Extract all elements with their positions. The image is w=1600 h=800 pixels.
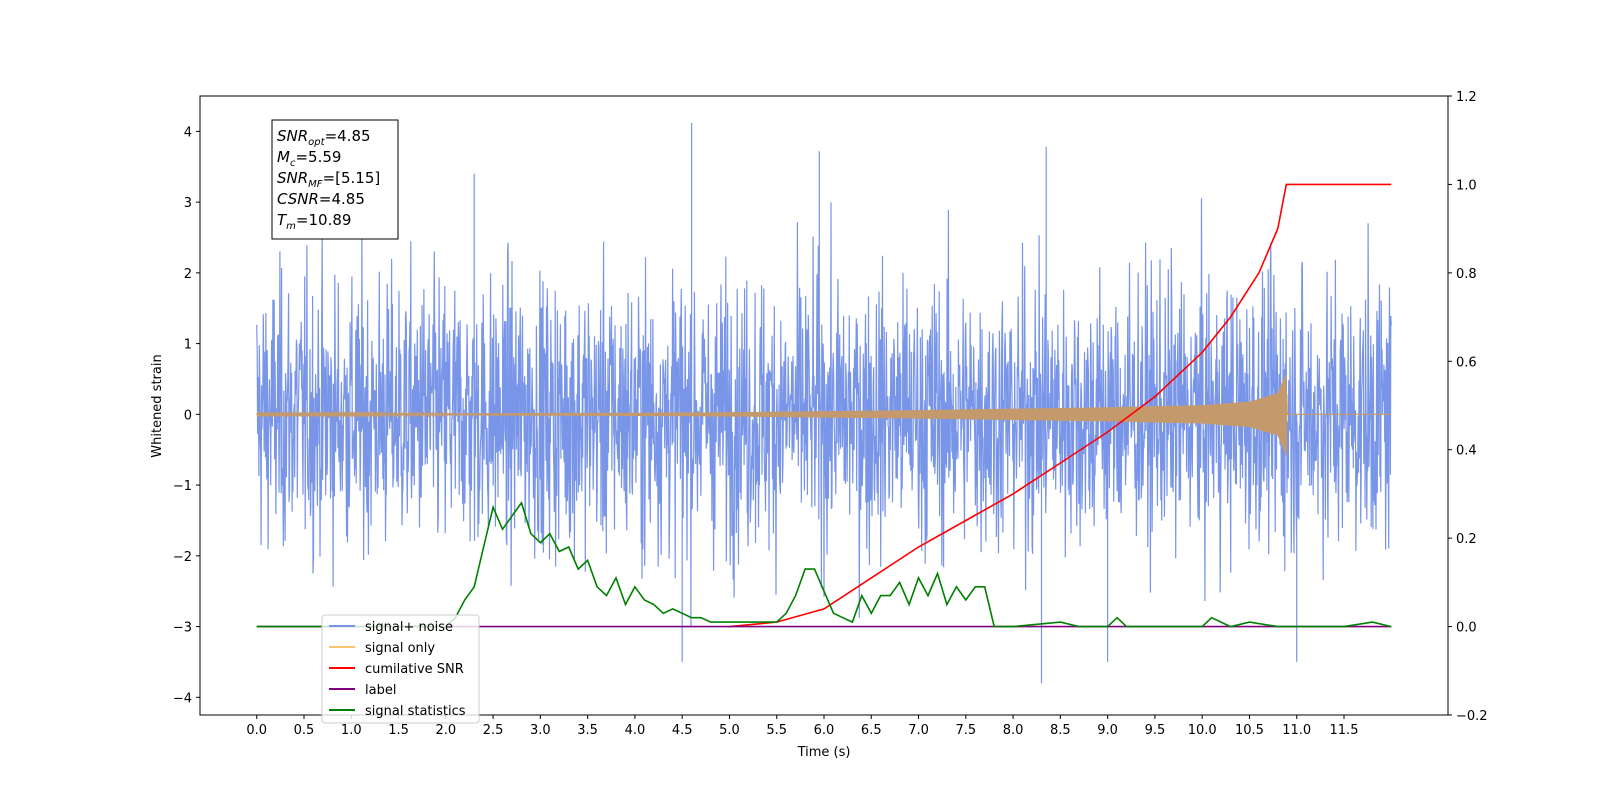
x-tick-label: 2.0 (435, 723, 456, 738)
annotation-symbol: M (277, 148, 290, 166)
x-tick-label: 8.0 (1003, 723, 1024, 738)
x-tick-label: 7.0 (908, 723, 929, 738)
x-tick-label: 1.5 (388, 723, 409, 738)
annotation-frame (271, 119, 399, 240)
y-tick-label: 0 (184, 408, 192, 423)
x-tick-label: 3.0 (530, 723, 551, 738)
y-right-tick-label: 0.6 (1456, 355, 1477, 370)
annotation-value: =4.85 (319, 190, 365, 208)
y-axis-label: Whitened strain (150, 354, 165, 457)
x-tick-label: 4.5 (672, 723, 693, 738)
y-right-tick-label: 1.0 (1456, 178, 1477, 193)
series-layer (256, 122, 1392, 684)
x-tick-label: 9.0 (1097, 723, 1118, 738)
legend-label: label (365, 683, 396, 698)
annotation-subscript: opt (308, 137, 325, 148)
y-tick-label: −1 (173, 479, 192, 494)
x-tick-label: 0.0 (246, 723, 267, 738)
annotation-subscript: c (290, 158, 296, 169)
y-tick-label: −4 (173, 691, 192, 706)
y-tick-label: 4 (184, 125, 192, 140)
y-tick-label: −2 (173, 550, 192, 565)
y-axis-right: 1.2 1.0 0.8 0.6 0.4 0.2 0.0 −0.2 (1448, 90, 1488, 724)
x-tick-label: 3.5 (577, 723, 598, 738)
stats-annotation-box: SNRopt=4.85Mc=5.59SNRMF=[5.15]CSNR=4.85T… (271, 119, 399, 240)
legend-label: signal statistics (365, 704, 466, 719)
x-tick-label: 7.5 (955, 723, 976, 738)
y-right-tick-label: 0.0 (1456, 621, 1477, 636)
series-signal-only-line (256, 374, 1392, 456)
x-tick-label: 4.0 (625, 723, 646, 738)
annotation-symbol: SNR (277, 169, 308, 187)
series-signal-statistics-line (256, 501, 1392, 628)
y-right-tick-label: 0.2 (1456, 532, 1477, 547)
x-axis: 0.0 0.5 1.0 1.5 2.0 2.5 3.0 3.5 4.0 4.5 5.0 5.5 6.0 6… (246, 715, 1358, 738)
y-right-tick-label: 1.2 (1456, 90, 1477, 105)
legend-frame (321, 614, 480, 724)
y-tick-label: 1 (184, 338, 192, 353)
x-tick-label: 5.5 (766, 723, 787, 738)
y-tick-label: 2 (184, 267, 192, 282)
annotation-line: Tm=10.89 (277, 211, 351, 232)
x-tick-label: 8.5 (1050, 723, 1071, 738)
annotation-subscript: MF (308, 179, 323, 190)
legend-label: signal+ noise (365, 620, 453, 635)
y-tick-label: 3 (184, 196, 192, 211)
y-right-tick-label: −0.2 (1456, 709, 1488, 724)
legend-label: cumilative SNR (365, 662, 464, 677)
x-tick-label: 2.5 (483, 723, 504, 738)
x-tick-label: 11.5 (1330, 723, 1359, 738)
annotation-symbol: CSNR (277, 190, 319, 208)
y-right-tick-label: 0.8 (1456, 267, 1477, 282)
annotation-subscript: m (286, 221, 296, 232)
x-tick-label: 10.5 (1235, 723, 1264, 738)
x-tick-label: 6.5 (861, 723, 882, 738)
x-tick-label: 0.5 (294, 723, 315, 738)
series-signal-noise-line (256, 122, 1392, 684)
legend-label: signal only (365, 641, 435, 656)
annotation-value: =10.89 (296, 211, 352, 229)
x-tick-label: 5.0 (719, 723, 740, 738)
annotation-value: =5.59 (295, 148, 341, 166)
annotation-symbol: T (277, 211, 288, 229)
x-tick-label: 6.0 (814, 723, 835, 738)
x-axis-label: Time (s) (797, 745, 851, 760)
x-tick-label: 10.0 (1188, 723, 1217, 738)
annotation-line: SNRopt=4.85 (277, 127, 371, 148)
annotation-symbol: SNR (277, 127, 308, 145)
y-axis-left: 4 3 2 1 0 −1 −2 −3 −4 (173, 125, 200, 706)
x-tick-label: 9.5 (1145, 723, 1166, 738)
annotation-line: Mc=5.59 (277, 148, 341, 169)
annotation-line: CSNR=4.85 (277, 190, 365, 208)
y-tick-label: −3 (173, 621, 192, 636)
series-cumilative-snr-line (729, 183, 1392, 628)
annotation-value: =[5.15] (323, 169, 381, 187)
legend: signal+ noise signal only cumilative SNR la… (321, 614, 480, 724)
annotation-value: =4.85 (325, 127, 371, 145)
annotation-line: SNRMF=[5.15] (277, 169, 380, 190)
y-right-tick-label: 0.4 (1456, 444, 1477, 459)
x-tick-label: 11.0 (1282, 723, 1311, 738)
x-tick-label: 1.0 (341, 723, 362, 738)
